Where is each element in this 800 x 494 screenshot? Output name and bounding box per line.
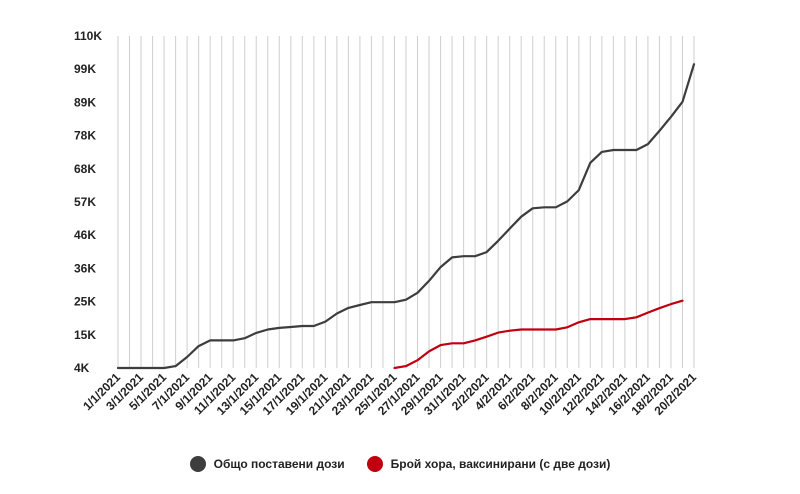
legend-item-two-doses[interactable]: Брой хора, ваксинирани (с две дози)	[366, 456, 611, 472]
y-tick-label: 110K	[74, 29, 102, 43]
y-tick-label: 99K	[74, 62, 96, 76]
legend-swatch-two-doses	[366, 456, 383, 472]
legend-label-two-doses: Брой хора, ваксинирани (с две дози)	[390, 457, 611, 471]
legend: Общо поставени дози Брой хора, ваксинира…	[0, 456, 800, 472]
y-tick-label: 15K	[74, 328, 96, 342]
legend-label-total-doses: Общо поставени дози	[213, 457, 345, 471]
y-tick-label: 25K	[74, 295, 96, 309]
series-layer	[116, 63, 696, 370]
y-tick-label: 78K	[74, 129, 96, 143]
y-tick-label: 89K	[74, 95, 96, 109]
x-axis: 1/1/20213/1/20215/1/20217/1/20219/1/2021…	[80, 370, 699, 418]
y-tick-label: 57K	[74, 195, 96, 209]
y-tick-label: 68K	[74, 162, 96, 176]
y-tick-label: 36K	[74, 261, 96, 275]
y-tick-label: 46K	[74, 228, 96, 242]
legend-swatch-total-doses	[189, 456, 206, 472]
y-tick-label: 4K	[74, 361, 90, 375]
legend-item-total-doses[interactable]: Общо поставени дози	[189, 456, 345, 472]
series-line-two-doses	[393, 299, 684, 370]
y-axis: 4K 15K 25K 36K 46K 57K 68K 78K 89K 99K 110K	[74, 29, 102, 375]
series-line-total-doses	[116, 63, 696, 370]
